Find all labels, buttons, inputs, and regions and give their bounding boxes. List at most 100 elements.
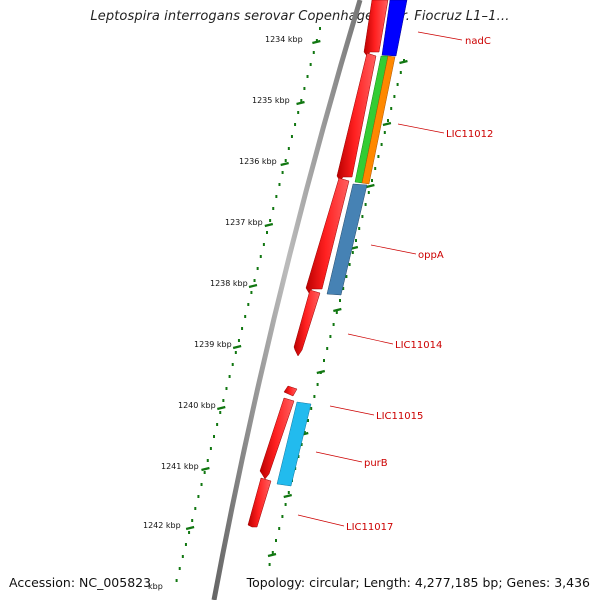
scale-dot <box>234 351 237 354</box>
scale-dot <box>184 543 187 546</box>
inner-dot <box>316 383 319 386</box>
inner-dot <box>374 167 377 170</box>
inner-dotted-line <box>268 59 405 566</box>
scale-tick <box>264 222 274 228</box>
gene-forward-5[interactable] <box>283 385 298 397</box>
kbp-label-1241: 1241 kbp <box>161 462 199 471</box>
inner-dot <box>351 251 354 254</box>
scale-dot <box>253 279 256 282</box>
scale-dot <box>203 471 206 474</box>
inner-dot <box>377 155 380 158</box>
callout-oppA <box>370 244 417 255</box>
genome-backbone <box>211 0 363 600</box>
gene-forward-2[interactable] <box>336 52 377 182</box>
inner-dot <box>339 299 341 302</box>
accession-text: Accession: NC_005823 <box>9 575 152 590</box>
gene-labels: nadC LIC11012 oppA LIC11014 LIC11015 pur… <box>346 36 493 533</box>
gene-nadC[interactable] <box>381 0 408 57</box>
scale-dot <box>287 147 290 150</box>
label-LIC11014[interactable]: LIC11014 <box>395 340 442 351</box>
scale-dot <box>225 387 228 390</box>
label-LIC11015[interactable]: LIC11015 <box>376 411 423 422</box>
scale-dot <box>178 567 181 570</box>
inner-dot <box>345 275 348 278</box>
gene-purB[interactable] <box>276 401 312 487</box>
scale-dot <box>275 195 278 198</box>
scale-dot <box>262 243 265 246</box>
reverse-genes <box>276 0 408 487</box>
label-purB[interactable]: purB <box>364 458 388 469</box>
genome-stats-text: Topology: circular; Length: 4,277,185 bp… <box>246 575 590 590</box>
scale-dot <box>284 159 287 162</box>
scale-dot <box>237 339 240 342</box>
label-LIC11012[interactable]: LIC11012 <box>446 129 493 140</box>
callout-LIC11017 <box>297 514 345 527</box>
inner-dot <box>307 419 309 422</box>
scale-dot <box>244 315 247 318</box>
scale-dot <box>309 63 312 66</box>
scale-dot <box>216 423 219 426</box>
scale-dot <box>228 375 231 378</box>
inner-tick <box>399 59 408 65</box>
scale-tick <box>217 405 226 411</box>
inner-dot <box>284 503 287 506</box>
inner-dot <box>281 515 284 518</box>
scale-dot <box>256 267 259 270</box>
gene-forward-3[interactable] <box>305 177 350 294</box>
scale-tick <box>280 161 289 167</box>
inner-dot <box>300 443 303 446</box>
scale-dot <box>303 87 306 90</box>
label-LIC11017[interactable]: LIC11017 <box>346 522 393 533</box>
inner-dot <box>271 551 274 554</box>
scale-dot <box>188 531 191 534</box>
scale-dot <box>197 495 200 498</box>
inner-dot <box>303 431 306 434</box>
label-nadC[interactable]: nadC <box>465 36 491 47</box>
label-oppA[interactable]: oppA <box>418 250 444 261</box>
kbp-label-1239: 1239 kbp <box>194 340 232 349</box>
inner-tick <box>366 183 375 189</box>
kbp-label-1234: 1234 kbp <box>265 35 303 44</box>
gene-forward-7[interactable] <box>247 477 272 528</box>
scale-dot <box>231 363 234 366</box>
kbp-label-1240: 1240 kbp <box>178 401 216 410</box>
inner-dot <box>364 203 367 206</box>
inner-tick <box>267 552 277 558</box>
scale-dot <box>219 411 222 414</box>
gene-LIC11012-orange[interactable] <box>361 55 396 185</box>
scale-dotted-line <box>175 27 321 582</box>
scale-tick <box>248 283 258 289</box>
scale-dot <box>281 171 284 174</box>
inner-dot <box>323 359 325 362</box>
inner-dot <box>275 539 277 542</box>
inner-dot <box>310 407 313 410</box>
callout-LIC11012 <box>397 123 445 134</box>
inner-dot <box>367 191 370 194</box>
inner-dot <box>361 215 364 218</box>
scale-dot <box>259 255 262 258</box>
scale-dot <box>175 579 178 582</box>
scale-tick <box>232 344 242 350</box>
gene-oppA[interactable] <box>326 183 368 296</box>
kbp-label-1235: 1235 kbp <box>252 96 290 105</box>
gene-forward-1[interactable] <box>363 0 389 57</box>
inner-tick <box>333 307 342 313</box>
scale-dot <box>250 291 253 294</box>
scale-tick <box>296 100 305 106</box>
scale-dot <box>266 231 269 234</box>
scale-dot <box>315 39 318 42</box>
kbp-label-1242: 1242 kbp <box>143 521 181 530</box>
scale-dot <box>278 183 281 186</box>
scale-tick <box>312 39 321 45</box>
gene-forward-4[interactable] <box>293 289 321 357</box>
scale-dot <box>213 435 216 438</box>
kbp-label-1237: 1237 kbp <box>225 218 263 227</box>
inner-dot <box>342 287 345 290</box>
scale-dot <box>200 483 203 486</box>
inner-dot <box>326 347 329 350</box>
inner-dot <box>380 143 383 146</box>
inner-dot <box>387 119 389 122</box>
callout-LIC11014 <box>347 333 394 345</box>
kbp-label-1236: 1236 kbp <box>239 157 277 166</box>
